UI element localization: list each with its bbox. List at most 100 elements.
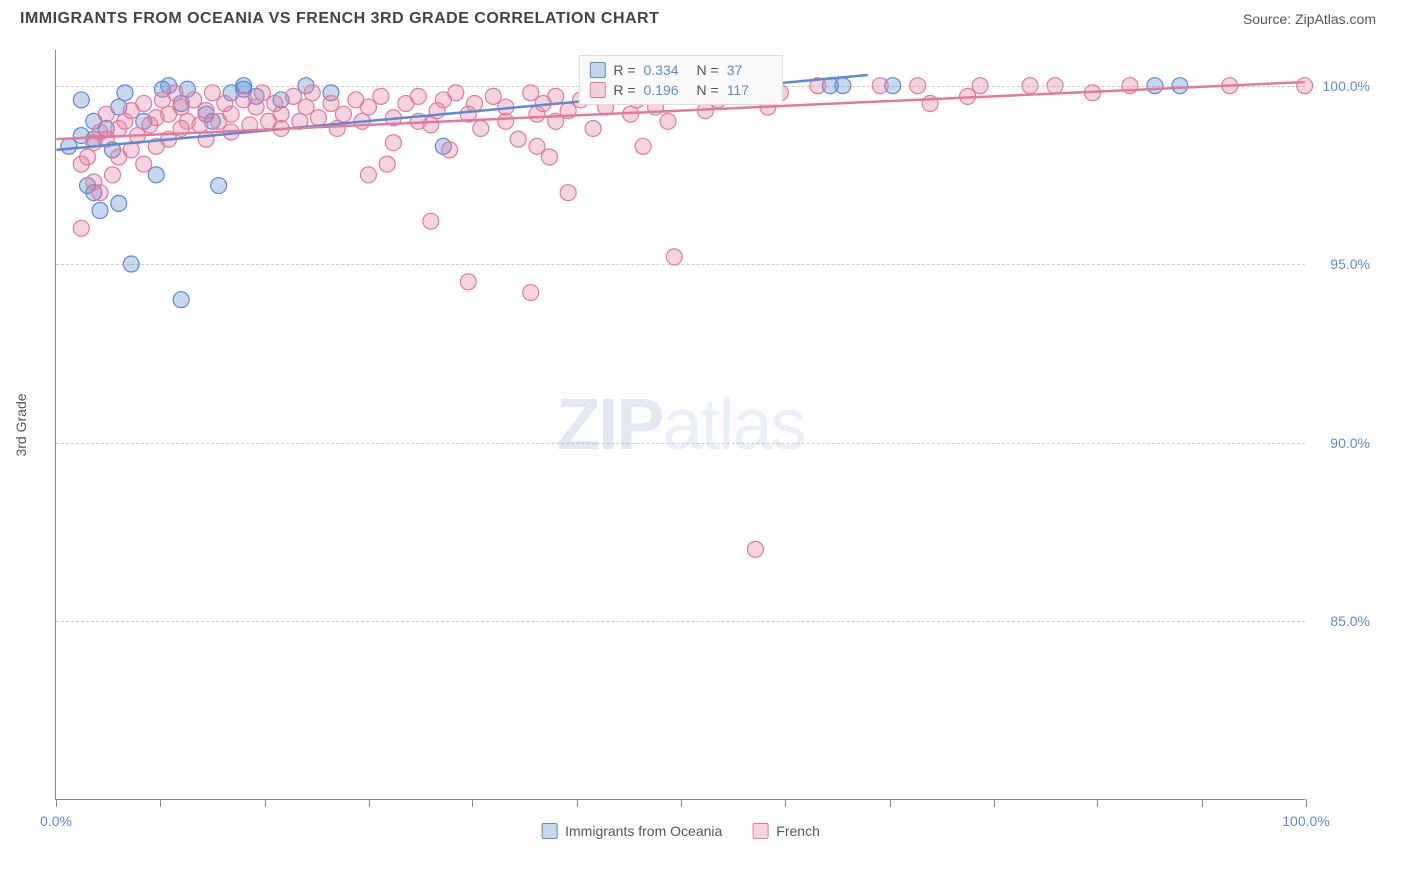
legend-bottom: Immigrants from Oceania French — [541, 823, 820, 839]
stats-swatch — [589, 62, 605, 78]
stats-n-value: 117 — [727, 82, 772, 98]
x-tick — [994, 799, 995, 807]
data-point — [473, 120, 489, 136]
legend-item: French — [752, 823, 820, 839]
stats-row: R = 0.334 N = 37 — [589, 60, 771, 80]
data-point — [73, 92, 89, 108]
legend-swatch — [752, 823, 768, 839]
y-tick-label: 95.0% — [1330, 256, 1370, 272]
data-point — [211, 178, 227, 194]
stats-row: R = 0.196 N = 117 — [589, 80, 771, 100]
stats-n-label: N = — [697, 82, 719, 98]
data-point — [972, 78, 988, 94]
x-tick — [472, 799, 473, 807]
data-point — [335, 106, 351, 122]
y-axis-label: 3rd Grade — [13, 393, 29, 456]
data-point — [173, 292, 189, 308]
data-point — [360, 167, 376, 183]
data-point — [467, 96, 483, 112]
source-attribution: Source: ZipAtlas.com — [1243, 11, 1376, 27]
x-tick — [890, 799, 891, 807]
x-tick — [577, 799, 578, 807]
stats-n-value: 37 — [727, 62, 772, 78]
data-point — [98, 106, 114, 122]
data-point — [92, 203, 108, 219]
data-point — [523, 285, 539, 301]
data-point — [111, 195, 127, 211]
data-point — [448, 85, 464, 101]
data-point — [423, 213, 439, 229]
data-point — [1172, 78, 1188, 94]
stats-r-value: 0.334 — [644, 62, 689, 78]
legend-item: Immigrants from Oceania — [541, 823, 722, 839]
data-point — [105, 167, 121, 183]
chart-title: IMMIGRANTS FROM OCEANIA VS FRENCH 3RD GR… — [20, 10, 659, 28]
data-point — [635, 138, 651, 154]
y-tick-label: 85.0% — [1330, 613, 1370, 629]
stats-swatch — [589, 82, 605, 98]
x-tick — [56, 799, 57, 807]
data-point — [373, 88, 389, 104]
data-point — [560, 185, 576, 201]
data-point — [1047, 78, 1063, 94]
x-tick — [160, 799, 161, 807]
stats-r-label: R = — [613, 82, 635, 98]
data-point — [872, 78, 888, 94]
x-tick — [265, 799, 266, 807]
data-point — [1297, 78, 1313, 94]
data-point — [80, 149, 96, 165]
data-point — [123, 256, 139, 272]
data-point — [223, 106, 239, 122]
x-tick — [1097, 799, 1098, 807]
data-point — [660, 113, 676, 129]
data-point — [248, 99, 264, 115]
data-point — [1022, 78, 1038, 94]
x-tick — [1202, 799, 1203, 807]
data-point — [910, 78, 926, 94]
x-tick-label: 0.0% — [40, 813, 72, 829]
data-point — [167, 85, 183, 101]
stats-r-value: 0.196 — [644, 82, 689, 98]
data-point — [379, 156, 395, 172]
data-point — [747, 541, 763, 557]
data-point — [442, 142, 458, 158]
data-point — [192, 117, 208, 133]
chart-container: 3rd Grade 85.0%90.0%95.0%100.0% 0.0%100.… — [55, 50, 1375, 800]
x-tick — [1306, 799, 1307, 807]
data-point — [136, 96, 152, 112]
data-point — [273, 106, 289, 122]
data-point — [304, 85, 320, 101]
legend-label: French — [776, 823, 820, 839]
data-point — [510, 131, 526, 147]
data-point — [423, 117, 439, 133]
data-point — [92, 185, 108, 201]
stats-n-label: N = — [697, 62, 719, 78]
x-tick — [681, 799, 682, 807]
data-point — [73, 220, 89, 236]
data-point — [498, 113, 514, 129]
data-point — [410, 88, 426, 104]
y-tick-label: 100.0% — [1323, 78, 1370, 94]
data-point — [541, 149, 557, 165]
legend-swatch — [541, 823, 557, 839]
data-point — [835, 78, 851, 94]
x-tick — [785, 799, 786, 807]
scatter-plot-svg — [56, 50, 1305, 799]
data-point — [1147, 78, 1163, 94]
data-point — [385, 135, 401, 151]
data-point — [310, 110, 326, 126]
stats-r-label: R = — [613, 62, 635, 78]
data-point — [585, 120, 601, 136]
stats-box: R = 0.334 N = 37 R = 0.196 N = 117 — [578, 55, 782, 105]
x-tick — [369, 799, 370, 807]
y-tick-label: 90.0% — [1330, 435, 1370, 451]
data-point — [117, 85, 133, 101]
legend-label: Immigrants from Oceania — [565, 823, 722, 839]
chart-header: IMMIGRANTS FROM OCEANIA VS FRENCH 3RD GR… — [0, 0, 1406, 38]
data-point — [666, 249, 682, 265]
plot-area: 3rd Grade 85.0%90.0%95.0%100.0% 0.0%100.… — [55, 50, 1305, 800]
data-point — [548, 88, 564, 104]
data-point — [136, 156, 152, 172]
data-point — [460, 274, 476, 290]
x-tick-label: 100.0% — [1282, 813, 1329, 829]
